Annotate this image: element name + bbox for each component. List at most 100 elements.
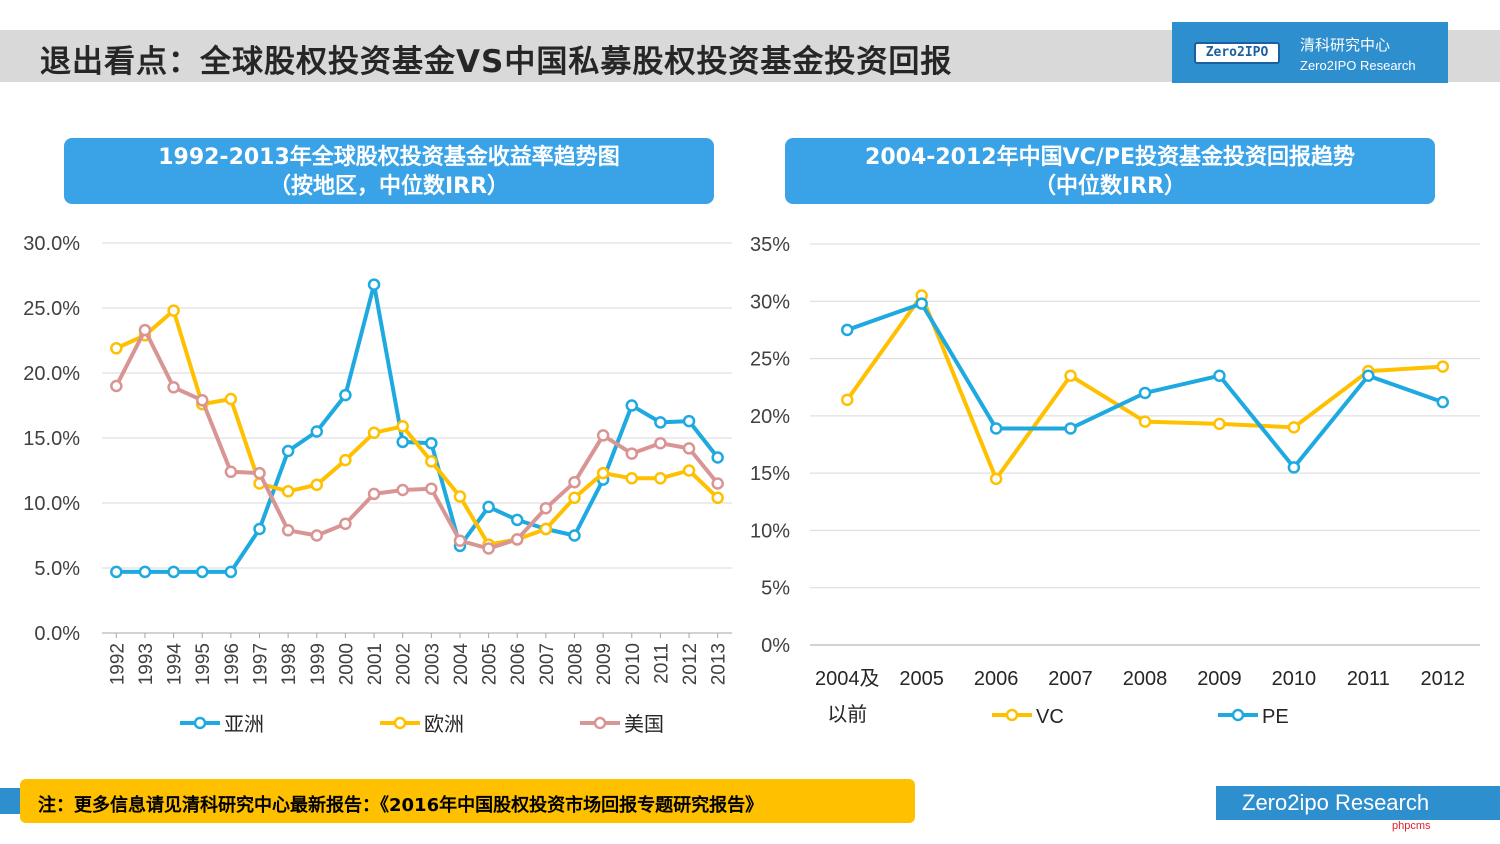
data-point xyxy=(1436,395,1450,409)
data-point xyxy=(1436,360,1450,373)
legend-marker xyxy=(193,716,207,730)
data-point xyxy=(367,278,381,291)
series-line-亚洲 xyxy=(116,282,720,574)
data-point xyxy=(711,451,724,464)
y-tick-label: 30% xyxy=(750,291,790,313)
data-point xyxy=(224,465,238,479)
data-point xyxy=(1138,415,1152,428)
data-point xyxy=(1064,369,1077,383)
x-tick-label: 2005 xyxy=(899,668,944,690)
x-tick-label: 2006 xyxy=(974,668,1019,690)
data-point xyxy=(453,534,467,547)
page-title: 退出看点：全球股权投资基金VS中国私募股权投资基金投资回报 xyxy=(40,44,953,80)
data-point xyxy=(482,500,495,514)
chart1-title: 1992-2013年全球股权投资基金收益率趋势图 xyxy=(158,145,620,170)
x-tick-label: 2013 xyxy=(709,643,730,685)
y-tick-label: 20.0% xyxy=(23,363,80,385)
data-point xyxy=(989,472,1003,486)
data-point xyxy=(1213,417,1226,431)
data-point xyxy=(596,466,610,480)
data-point xyxy=(539,501,553,515)
x-tick-label: 2007 xyxy=(1048,668,1093,690)
data-point xyxy=(138,323,152,337)
x-tick-label: 2012 xyxy=(1421,668,1466,690)
data-point xyxy=(281,524,295,537)
y-tick-label: 10.0% xyxy=(23,493,80,515)
data-point xyxy=(110,342,123,355)
data-point xyxy=(396,483,409,497)
x-tick-label: 1995 xyxy=(193,643,214,685)
data-point xyxy=(110,379,123,393)
data-point xyxy=(654,472,667,485)
data-point xyxy=(310,478,324,492)
x-tick-label: 1994 xyxy=(165,643,186,686)
data-point xyxy=(510,513,524,527)
data-point xyxy=(453,490,467,503)
x-tick-label: 1999 xyxy=(308,643,329,685)
y-tick-label: 35% xyxy=(750,234,790,256)
x-tick-label: 2011 xyxy=(651,643,672,684)
zero2ipo-logo: Zero2IPO 清科研究中心 Zero2IPO Research xyxy=(1172,22,1448,83)
data-point xyxy=(167,304,180,317)
logo-en-text: Zero2IPO Research xyxy=(1300,58,1416,73)
x-tick-label: 2002 xyxy=(394,643,415,685)
data-point xyxy=(310,529,324,542)
data-point xyxy=(1138,386,1152,400)
legend-label: 欧洲 xyxy=(424,713,464,736)
series-line-美国 xyxy=(114,328,720,551)
data-point xyxy=(1064,422,1077,435)
x-tick-label: 2012 xyxy=(680,643,701,685)
x-tick-label: 1997 xyxy=(251,643,272,685)
x-tick-label: 2005 xyxy=(480,643,501,685)
legend-label: 亚洲 xyxy=(224,714,264,736)
legend-marker xyxy=(1231,708,1245,722)
data-point xyxy=(339,517,352,531)
x-tick-label: 2009 xyxy=(1197,668,1242,690)
data-point xyxy=(989,422,1003,435)
x-tick-label: 1998 xyxy=(279,643,300,685)
chart1-header: 1992-2013年全球股权投资基金收益率趋势图 （按地区，中位数IRR） xyxy=(64,138,714,204)
note-text: 注：更多信息请见清科研究中心最新报告：《2016年中国股权投资市场回报专题研究报… xyxy=(38,795,764,816)
y-tick-label: 0% xyxy=(761,635,790,657)
data-point xyxy=(195,565,209,579)
chart1-global-irr: 0.0% 5.0% 10.0% 15.0% 20.0% 25.0% 30.0% 1992 199… xyxy=(23,233,732,736)
data-point xyxy=(711,491,724,505)
data-point xyxy=(840,393,854,407)
x-tick-label: 1993 xyxy=(136,643,157,685)
data-point xyxy=(339,453,352,467)
data-point xyxy=(568,529,581,542)
data-point xyxy=(195,394,209,407)
x-tick-label: 以前 xyxy=(827,703,867,726)
x-tick-label: 1996 xyxy=(222,643,243,685)
chart2-header: 2004-2012年中国VC/PE投资基金投资回报趋势 （中位数IRR） xyxy=(785,138,1435,204)
data-point xyxy=(281,444,295,458)
y-tick-label: 5.0% xyxy=(34,558,80,580)
x-tick-label: 2008 xyxy=(1123,668,1168,690)
data-point xyxy=(224,392,238,406)
chart2-subtitle: （中位数IRR） xyxy=(1033,174,1187,199)
data-point xyxy=(110,565,123,579)
data-point xyxy=(367,487,381,501)
x-tick-label: 1992 xyxy=(107,643,128,685)
y-tick-label: 15% xyxy=(750,463,790,485)
y-tick-label: 10% xyxy=(750,520,790,542)
x-tick-label: 2010 xyxy=(623,643,644,685)
x-tick-label: 2010 xyxy=(1272,668,1317,690)
data-point xyxy=(253,466,266,480)
x-tick-label: 2001 xyxy=(365,643,386,685)
y-tick-label: 25% xyxy=(750,349,790,371)
x-tick-label: 2004及 xyxy=(815,668,880,690)
data-point xyxy=(625,399,639,412)
data-point xyxy=(625,472,639,485)
y-tick-label: 0.0% xyxy=(34,623,80,645)
legend-marker xyxy=(593,716,607,730)
data-point xyxy=(654,436,667,450)
note-box xyxy=(20,779,915,823)
x-tick-label: 2004 xyxy=(451,643,472,686)
chart2-title: 2004-2012年中国VC/PE投资基金投资回报趋势 xyxy=(865,145,1355,170)
data-point xyxy=(425,455,438,468)
data-point xyxy=(682,464,696,477)
data-point xyxy=(1287,421,1301,434)
y-tick-label: 15.0% xyxy=(23,428,80,450)
